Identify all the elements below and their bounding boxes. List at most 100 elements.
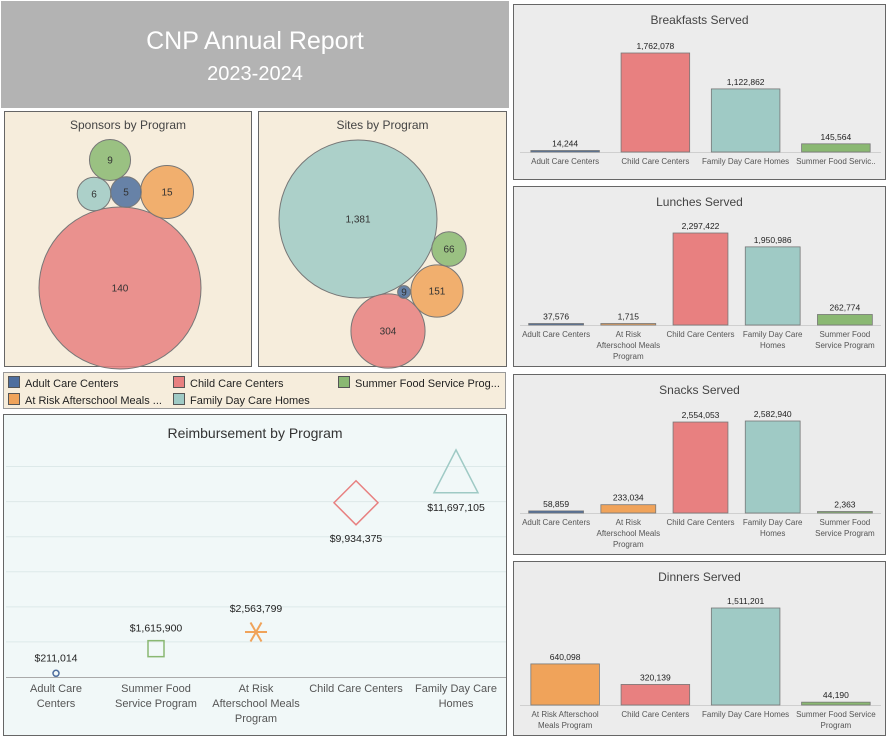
bar-category-label: Family Day Care Homes [702, 157, 789, 166]
asterisk-stroke [249, 622, 263, 643]
legend-item-summer[interactable]: Summer Food Service Prog... [338, 376, 500, 390]
bar-category-label: Homes [760, 341, 785, 350]
lunches-chart: 37,576 Adult Care Centers 1,715 At Risk Afte… [520, 221, 881, 361]
bubble-label-family: 1,381 [345, 215, 370, 226]
x-category-label: Child Care Centers [309, 683, 403, 695]
bar-atrisk [600, 504, 657, 514]
bar-child [672, 232, 729, 326]
point-value-label: $9,934,375 [330, 533, 383, 545]
legend-swatch-atrisk [8, 393, 20, 405]
bar-value-label: 2,554,053 [682, 410, 720, 420]
bar-category-label: Service Program [815, 529, 875, 538]
bar-value-label: 1,122,862 [727, 77, 765, 87]
breakfasts-title: Breakfasts Served [650, 13, 749, 27]
x-category-label: Homes [439, 698, 474, 710]
bar-value-label: 145,564 [821, 132, 852, 142]
point-value-label: $1,615,900 [130, 623, 183, 635]
bar-value-label: 37,576 [543, 311, 569, 321]
bubble-label-family: 6 [91, 190, 97, 201]
bubble-atrisk [410, 264, 464, 318]
x-category-label: Adult Care [30, 683, 82, 695]
snacks-chart: 58,859 Adult Care Centers 233,034 At Risk Af… [520, 409, 881, 549]
bar-category-label: Adult Care Centers [531, 157, 599, 166]
x-category-label: At Risk [239, 683, 274, 695]
x-category-label: Summer Food [121, 683, 191, 695]
lunches-panel: Lunches Served 37,576 Adult Care Centers 1… [513, 186, 886, 367]
report-header: CNP Annual Report 2023-2024 [1, 1, 509, 108]
sponsors-chart: 140 15 9 6 5 [38, 138, 202, 370]
bar-category-label: Summer Food [820, 330, 871, 339]
legend-item-adult[interactable]: Adult Care Centers [8, 376, 119, 390]
bar-category-label: Child Care Centers [666, 518, 734, 527]
legend-item-atrisk[interactable]: At Risk Afterschool Meals ... [8, 393, 162, 407]
legend-label: Summer Food Service Prog... [355, 378, 500, 390]
bubble-summer [88, 138, 132, 182]
bar-value-label: 1,762,078 [636, 41, 674, 51]
bar-category-label: Summer Food Servic.. [796, 157, 876, 166]
bubble-label-summer: 9 [107, 156, 113, 167]
x-category-label: Service Program [115, 698, 197, 710]
bar-category-label: Child Care Centers [621, 710, 689, 719]
bar-child [672, 421, 729, 514]
bar-category-label: Afterschool Meals [597, 341, 661, 350]
bar-family [744, 246, 801, 326]
legend-swatch-child [173, 376, 185, 388]
reimbursement-chart: $211,014 Adult Care Centers $1,615,900 Summe… [6, 448, 506, 725]
bar-category-label: Program [821, 721, 852, 730]
bubble-summer [431, 231, 467, 267]
marker-square-summer [147, 639, 165, 658]
bar-summer [817, 511, 873, 514]
program-legend: Adult Care Centers Child Care Centers Su… [3, 372, 506, 409]
sponsors-panel: Sponsors by Program 140 15 9 6 5 [4, 111, 252, 370]
bar-category-label: Family Day Care [743, 330, 803, 339]
bubble-child [350, 293, 426, 369]
bar-value-label: 640,098 [550, 652, 581, 662]
sites-title: Sites by Program [336, 118, 429, 132]
bubble-label-atrisk: 151 [429, 287, 446, 298]
bar-value-label: 14,244 [552, 139, 578, 149]
bar-category-label: Summer Food Service [796, 710, 876, 719]
snacks-panel: Snacks Served 58,859 Adult Care Centers 23… [513, 374, 886, 555]
dinners-panel: Dinners Served 640,098 At Risk Afterschoo… [513, 561, 886, 736]
bar-summer [817, 314, 873, 326]
bar-adult [528, 510, 584, 514]
bar-category-label: Service Program [815, 341, 875, 350]
bubble-label-atrisk: 15 [161, 188, 173, 199]
bar-category-label: At Risk Afterschool [532, 710, 599, 719]
bar-category-label: Program [613, 540, 644, 549]
bubble-label-child: 304 [380, 327, 397, 338]
bar-value-label: 1,950,986 [754, 235, 792, 245]
bar-value-label: 2,582,940 [754, 409, 792, 419]
bar-category-label: Family Day Care [743, 518, 803, 527]
bar-category-label: Homes [760, 529, 785, 538]
dinners-title: Dinners Served [658, 570, 741, 584]
bar-category-label: Summer Food [820, 518, 871, 527]
marker-asterisk-atrisk [245, 622, 267, 643]
bar-family [710, 88, 781, 153]
legend-item-child[interactable]: Child Care Centers [173, 376, 284, 390]
bar-category-label: Child Care Centers [666, 330, 734, 339]
bar-summer [801, 143, 871, 153]
bar-category-label: Afterschool Meals [597, 529, 661, 538]
bubble-label-adult: 9 [401, 288, 407, 299]
bar-value-label: 1,511,201 [727, 596, 764, 606]
bubble-label-child: 140 [112, 284, 129, 295]
report-year: 2023-2024 [207, 63, 303, 85]
point-value-label: $2,563,799 [230, 603, 283, 615]
bubble-adult [397, 285, 411, 299]
bar-summer [801, 701, 871, 706]
bar-family [744, 420, 801, 514]
marker-diamond-child [332, 479, 380, 526]
legend-label: Adult Care Centers [25, 378, 119, 390]
legend-label: Child Care Centers [190, 378, 284, 390]
point-value-label: $11,697,105 [427, 502, 485, 514]
bar-category-label: Program [613, 352, 644, 361]
legend-label: Family Day Care Homes [190, 395, 310, 407]
legend-label: At Risk Afterschool Meals ... [25, 395, 162, 407]
bar-child [620, 52, 691, 153]
bar-atrisk [600, 323, 657, 326]
bar-value-label: 233,034 [613, 493, 644, 503]
legend-swatch-family [173, 393, 185, 405]
legend-item-family[interactable]: Family Day Care Homes [173, 393, 310, 407]
breakfasts-panel: Breakfasts Served 14,244 Adult Care Cente… [513, 4, 886, 180]
